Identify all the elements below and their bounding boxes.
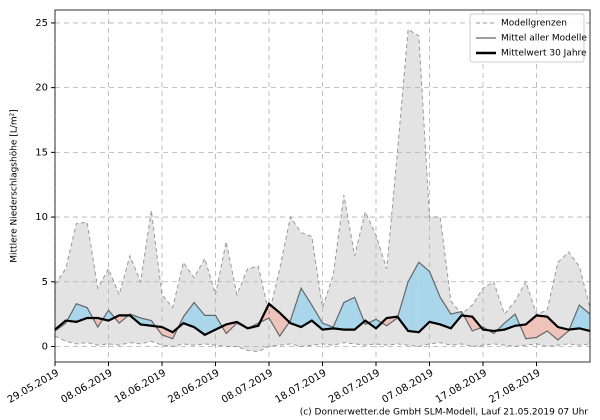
x-tick-label: 17.08.2019 bbox=[434, 368, 489, 406]
y-tick-label: 25 bbox=[35, 18, 48, 29]
model-mean-line bbox=[54, 261, 591, 341]
difference-fill bbox=[557, 327, 569, 340]
difference-fill bbox=[194, 302, 205, 335]
climate-mean-line bbox=[54, 302, 591, 337]
model-upper-line bbox=[54, 28, 591, 316]
difference-fill bbox=[343, 297, 355, 330]
difference-fill bbox=[547, 316, 558, 340]
difference-fill bbox=[311, 305, 323, 330]
legend-label: Modellgrenzen bbox=[501, 19, 567, 29]
difference-fill bbox=[418, 262, 430, 333]
y-tick-label: 10 bbox=[35, 212, 48, 223]
x-tick-label: 29.05.2019 bbox=[6, 368, 61, 406]
difference-fill bbox=[408, 262, 419, 333]
difference-fill bbox=[279, 312, 290, 337]
x-tick-label: 27.08.2019 bbox=[487, 368, 542, 406]
x-tick-label: 28.07.2019 bbox=[327, 368, 382, 406]
x-tick-label: 28.06.2019 bbox=[166, 368, 221, 406]
difference-fill bbox=[429, 271, 441, 325]
footer: (c) Donnerwetter.de GmbH SLM-Modell, Lau… bbox=[300, 408, 589, 418]
difference-fill bbox=[440, 297, 451, 329]
difference-fill bbox=[525, 315, 537, 339]
x-tick-label: 08.06.2019 bbox=[59, 368, 114, 406]
difference-fill bbox=[183, 302, 195, 328]
x-tick-label: 18.06.2019 bbox=[113, 368, 168, 406]
x-tick-label: 08.07.2019 bbox=[220, 368, 275, 406]
x-tick-label: 07.08.2019 bbox=[380, 368, 435, 406]
difference-fill bbox=[579, 305, 590, 331]
difference-fill bbox=[301, 288, 312, 328]
model-lower-line bbox=[54, 335, 591, 353]
y-tick-label: 15 bbox=[35, 147, 48, 158]
legend-box bbox=[469, 13, 585, 63]
difference-fill bbox=[397, 281, 409, 331]
y-tick-label: 5 bbox=[42, 277, 48, 288]
difference-fill bbox=[354, 297, 365, 330]
legend-label: Mittel aller Modelle bbox=[501, 34, 587, 44]
y-tick-label: 20 bbox=[35, 83, 48, 94]
legend-label: Mittelwert 30 Jahre bbox=[501, 49, 587, 59]
difference-fill bbox=[162, 327, 173, 339]
y-tick-label: 0 bbox=[42, 341, 48, 352]
difference-fill bbox=[76, 303, 88, 322]
y-axis-label: Mittlere Niederschlagshöhe [L/m²] bbox=[10, 109, 20, 263]
model-range-area bbox=[55, 29, 590, 352]
x-tick-label: 18.07.2019 bbox=[273, 368, 328, 406]
